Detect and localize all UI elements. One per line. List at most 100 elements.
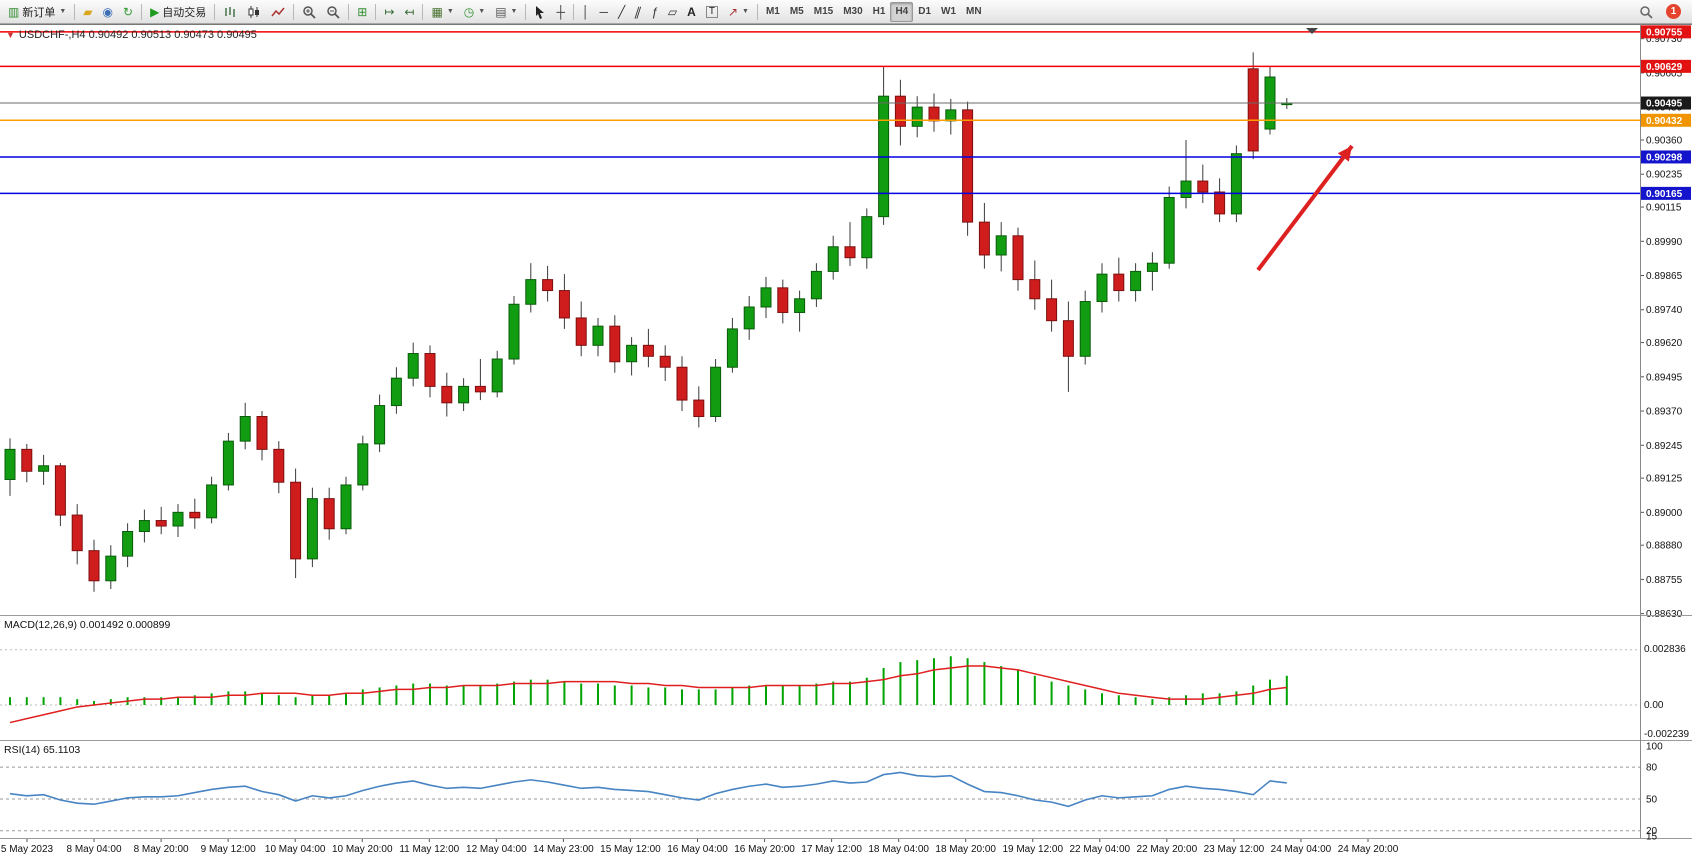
svg-text:24 May 20:00: 24 May 20:00 <box>1338 844 1399 855</box>
svg-text:0.90298: 0.90298 <box>1646 152 1683 163</box>
svg-text:0.90432: 0.90432 <box>1646 116 1683 127</box>
crosshair-icon: ┼ <box>556 4 565 19</box>
chevron-down-icon: ▼ <box>742 8 749 15</box>
svg-text:8 May 04:00: 8 May 04:00 <box>67 844 122 855</box>
indicators-button[interactable]: ◷ ▼ <box>459 2 490 22</box>
new-order-icon: ▥ <box>8 4 20 19</box>
chevron-down-icon: ▼ <box>510 8 518 15</box>
toolbar-separator <box>348 3 350 20</box>
fibonacci-button[interactable]: ƒ <box>646 2 663 22</box>
toolbar-separator <box>572 3 574 20</box>
line-chart-icon <box>271 7 285 16</box>
svg-text:22 May 04:00: 22 May 04:00 <box>1069 844 1130 855</box>
chart-title: ▼ USDCHF-,H4 0.90492 0.90513 0.90473 0.9… <box>6 29 257 41</box>
search-button[interactable] <box>1634 2 1658 22</box>
tile-windows-button[interactable]: ⊞ <box>352 2 372 22</box>
channel-button[interactable]: ∥ <box>630 2 646 22</box>
zoom-in-button[interactable] <box>297 2 321 22</box>
svg-text:0.89125: 0.89125 <box>1646 474 1683 485</box>
vertical-line-button[interactable]: │ <box>577 2 595 22</box>
crosshair-button[interactable]: ┼ <box>551 2 570 22</box>
chart-shift-button[interactable]: ↤ <box>399 2 419 22</box>
templates-icon: ▤ <box>495 4 507 19</box>
bar-chart-button[interactable] <box>218 2 242 22</box>
channel-icon: ∥ <box>632 4 644 19</box>
svg-text:0.88630: 0.88630 <box>1646 609 1683 620</box>
text-label-button[interactable]: T <box>701 2 723 22</box>
svg-text:0.89245: 0.89245 <box>1646 441 1683 452</box>
svg-text:18 May 20:00: 18 May 20:00 <box>935 844 996 855</box>
cursor-button[interactable] <box>529 2 551 22</box>
timeframe-d1-button[interactable]: D1 <box>913 2 936 22</box>
horizontal-line-button[interactable]: ─ <box>594 2 613 22</box>
toolbar-separator <box>214 3 216 20</box>
templates-button[interactable]: ▤ ▼ <box>490 2 522 22</box>
svg-text:0.90730: 0.90730 <box>1646 34 1683 45</box>
chart-symbol-icon: ▼ <box>6 29 15 40</box>
svg-text:0.90605: 0.90605 <box>1646 68 1683 79</box>
support-agent-button[interactable]: ◉ <box>98 2 118 22</box>
new-order-button[interactable]: ▥ 新订单 ▼ <box>3 2 71 22</box>
arrow-tool-icon: ↗ <box>727 4 738 19</box>
zoom-out-button[interactable] <box>321 2 345 22</box>
chart-title-text: USDCHF-,H4 0.90492 0.90513 0.90473 0.904… <box>18 29 257 41</box>
chevron-down-icon: ▼ <box>478 8 486 15</box>
svg-text:0.90115: 0.90115 <box>1646 203 1682 214</box>
trendline-button[interactable]: ╱ <box>613 2 630 22</box>
notification-badge[interactable]: 1 <box>1666 4 1681 19</box>
text-button[interactable]: A <box>682 2 701 22</box>
tile-windows-icon: ⊞ <box>357 4 368 19</box>
svg-text:0.002836: 0.002836 <box>1644 644 1686 655</box>
svg-text:23 May 12:00: 23 May 12:00 <box>1204 844 1265 855</box>
svg-text:0.89990: 0.89990 <box>1646 237 1683 248</box>
svg-text:0.89370: 0.89370 <box>1646 407 1683 418</box>
bar-chart-icon <box>225 6 235 17</box>
toolbar-separator <box>375 3 377 20</box>
timeframe-m30-button[interactable]: M30 <box>838 2 867 22</box>
timeframe-h1-button[interactable]: H1 <box>868 2 891 22</box>
horizontal-line-icon: ─ <box>599 4 608 19</box>
candlestick-chart-button[interactable] <box>242 2 266 22</box>
timeframe-m15-button[interactable]: M15 <box>809 2 838 22</box>
zoom-out-icon <box>327 5 340 19</box>
chart-canvas[interactable]: 0.907300.906050.904800.903600.902350.901… <box>0 24 1692 861</box>
svg-text:11 May 12:00: 11 May 12:00 <box>399 844 459 855</box>
line-chart-button[interactable] <box>266 2 290 22</box>
timeframe-mn-button[interactable]: MN <box>961 2 987 22</box>
timeframe-m5-button[interactable]: M5 <box>785 2 809 22</box>
arrows-button[interactable]: ↗ ▼ <box>723 2 754 22</box>
text-icon: A <box>687 4 696 19</box>
svg-text:16 May 04:00: 16 May 04:00 <box>667 844 728 855</box>
svg-text:10 May 20:00: 10 May 20:00 <box>332 844 393 855</box>
shapes-button[interactable]: ▱ <box>663 2 682 22</box>
svg-text:18 May 04:00: 18 May 04:00 <box>868 844 929 855</box>
timeframe-w1-button[interactable]: W1 <box>936 2 961 22</box>
svg-text:0.90165: 0.90165 <box>1646 189 1683 200</box>
refresh-button[interactable]: ↻ <box>118 2 138 22</box>
toolbar-separator <box>756 3 758 20</box>
new-chart-button[interactable]: ▦ ▼ <box>426 2 458 22</box>
auto-scroll-icon: ↦ <box>384 4 395 19</box>
auto-trading-label: 自动交易 <box>162 6 207 19</box>
svg-text:8 May 20:00: 8 May 20:00 <box>134 844 189 855</box>
timeframe-h4-button[interactable]: H4 <box>890 1 914 22</box>
auto-scroll-button[interactable]: ↦ <box>379 2 399 22</box>
svg-text:14 May 23:00: 14 May 23:00 <box>533 844 594 855</box>
svg-text:-0.002239: -0.002239 <box>1644 729 1689 740</box>
auto-trading-button[interactable]: ▶ 自动交易 <box>145 2 211 22</box>
svg-text:0.90360: 0.90360 <box>1646 135 1683 146</box>
vertical-line-icon: │ <box>581 4 590 19</box>
svg-text:RSI(14) 65.1103: RSI(14) 65.1103 <box>4 744 80 756</box>
timeframe-m1-button[interactable]: M1 <box>761 2 785 22</box>
toolbar-right-group: 1 <box>1634 2 1689 22</box>
support-agent-icon: ◉ <box>102 4 113 19</box>
toolbar-separator <box>74 3 76 20</box>
chart-shift-icon: ↤ <box>404 4 415 19</box>
auto-trading-icon: ▶ <box>150 4 160 19</box>
svg-text:0.88755: 0.88755 <box>1646 575 1683 586</box>
chevron-down-icon: ▼ <box>59 8 67 15</box>
briefcase-button[interactable]: ▰ <box>78 2 97 22</box>
svg-text:0.90235: 0.90235 <box>1646 170 1683 181</box>
search-icon <box>1640 5 1653 19</box>
main-toolbar: ▥ 新订单 ▼ ▰ ◉ ↻ ▶ 自动交易 ⊞ ↦ ↤ ▦ ▼ ◷ ▼ ▤ ▼ ┼ │ … <box>0 0 1692 24</box>
